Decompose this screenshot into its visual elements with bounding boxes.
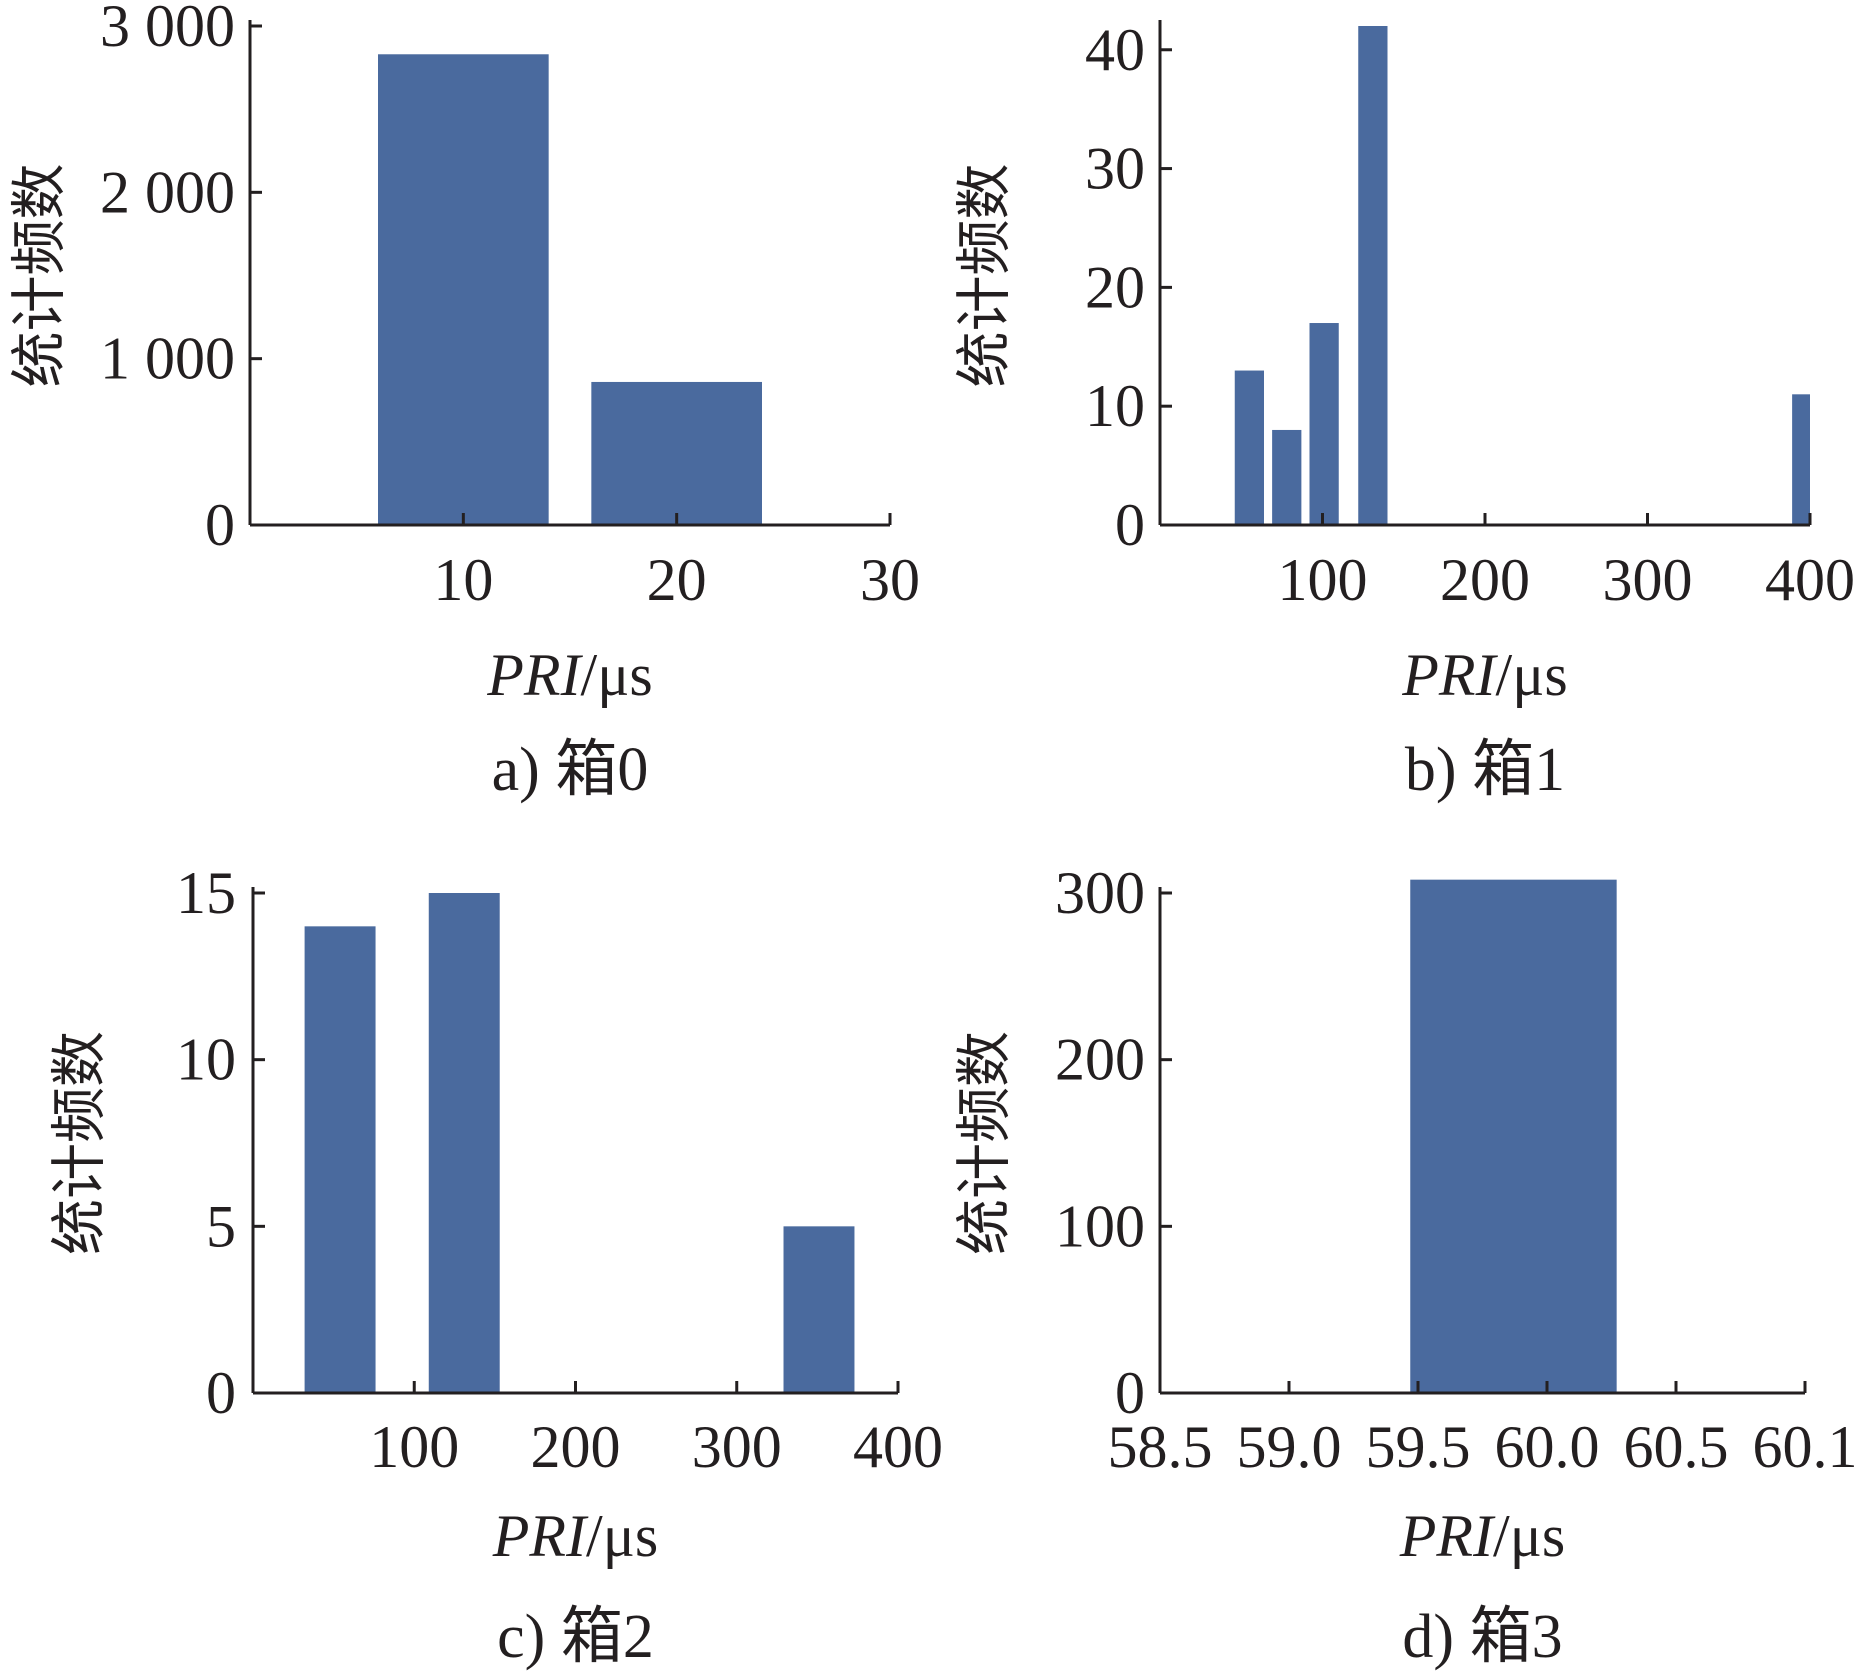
x-tick-label: 300 [692, 1414, 782, 1480]
bar [428, 893, 500, 1393]
x-axis-title: PRI/μs [1399, 1503, 1565, 1569]
x-tick-label: 100 [369, 1414, 459, 1480]
y-tick-label: 20 [1085, 254, 1145, 320]
bar [1792, 394, 1810, 525]
x-axis-title: PRI/μs [1401, 642, 1567, 708]
y-axis-title: 统计频数 [953, 164, 1018, 388]
x-tick-label: 200 [1440, 547, 1530, 613]
x-tick-label: 60.0 [1495, 1414, 1600, 1480]
x-tick-label: 200 [531, 1414, 621, 1480]
x-tick-label: 58.5 [1108, 1414, 1213, 1480]
bar [1272, 429, 1302, 525]
y-axis-title: 统计频数 [8, 164, 73, 388]
bar [1358, 26, 1388, 525]
bar [304, 926, 376, 1393]
panel-caption: b) 箱1 [1405, 736, 1565, 804]
bar [1410, 879, 1617, 1393]
x-tick-label: 60.5 [1624, 1414, 1729, 1480]
bar [1309, 323, 1339, 525]
x-axis-title-unit: /μs [1496, 642, 1568, 708]
panel-caption: a) 箱0 [492, 736, 649, 804]
x-tick-label: 400 [1765, 547, 1855, 613]
x-axis-title-variable: PRI [492, 1503, 589, 1569]
y-tick-label: 3 000 [100, 0, 235, 59]
panel-c: 0 5 10 15 100 200 300 400 统计频数 PRI/μs c) 箱2 [48, 860, 944, 1671]
panel-caption: d) 箱3 [1402, 1603, 1562, 1671]
y-tick-label: 0 [1115, 492, 1145, 558]
panel-d: 0 100 200 300 58.5 59.0 59.5 60.0 60.5 60.1 统计频数 PR… [953, 860, 1858, 1671]
x-axis-title-variable: PRI [1401, 642, 1498, 708]
y-tick-label: 0 [206, 1360, 236, 1426]
x-axis-title-unit: /μs [1493, 1503, 1565, 1569]
x-tick-label: 20 [647, 547, 707, 613]
panel-b: 0 10 20 30 40 100 200 300 400 统计频数 PRI/μs b) 箱1 [953, 17, 1856, 804]
y-tick-label: 15 [176, 860, 236, 926]
bar [591, 381, 762, 525]
x-axis-title: PRI/μs [486, 642, 652, 708]
x-tick-label: 400 [853, 1414, 943, 1480]
x-tick-label: 10 [433, 547, 493, 613]
bar [783, 1226, 855, 1393]
x-tick-label: 60.1 [1753, 1414, 1858, 1480]
y-tick-label: 1 000 [100, 326, 235, 392]
y-tick-label: 10 [176, 1027, 236, 1093]
panel-caption: c) 箱2 [497, 1603, 654, 1671]
y-tick-label: 40 [1085, 17, 1145, 83]
y-tick-label: 2 000 [100, 159, 235, 225]
x-axis-title-unit: /μs [581, 642, 653, 708]
y-tick-label: 10 [1085, 373, 1145, 439]
y-tick-label: 100 [1055, 1193, 1145, 1259]
y-tick-label: 5 [206, 1193, 236, 1259]
y-tick-label: 200 [1055, 1027, 1145, 1093]
x-tick-label: 30 [860, 547, 920, 613]
y-tick-label: 0 [1115, 1360, 1145, 1426]
bar [378, 54, 549, 525]
y-tick-label: 0 [205, 492, 235, 558]
x-axis-title-variable: PRI [486, 642, 583, 708]
bar [1234, 370, 1264, 525]
x-axis-title-variable: PRI [1399, 1503, 1496, 1569]
x-axis-title: PRI/μs [492, 1503, 658, 1569]
panel-a: 0 1 000 2 000 3 000 10 20 30 统计频数 PRI/μs a) 箱0 [8, 0, 921, 804]
x-tick-label: 100 [1278, 547, 1368, 613]
x-tick-label: 59.0 [1237, 1414, 1342, 1480]
x-tick-label: 59.5 [1366, 1414, 1471, 1480]
y-axis-title: 统计频数 [953, 1031, 1018, 1255]
x-axis-title-unit: /μs [586, 1503, 658, 1569]
y-axis-title: 统计频数 [48, 1031, 113, 1255]
y-tick-label: 30 [1085, 136, 1145, 202]
x-tick-label: 300 [1603, 547, 1693, 613]
y-tick-label: 300 [1055, 860, 1145, 926]
